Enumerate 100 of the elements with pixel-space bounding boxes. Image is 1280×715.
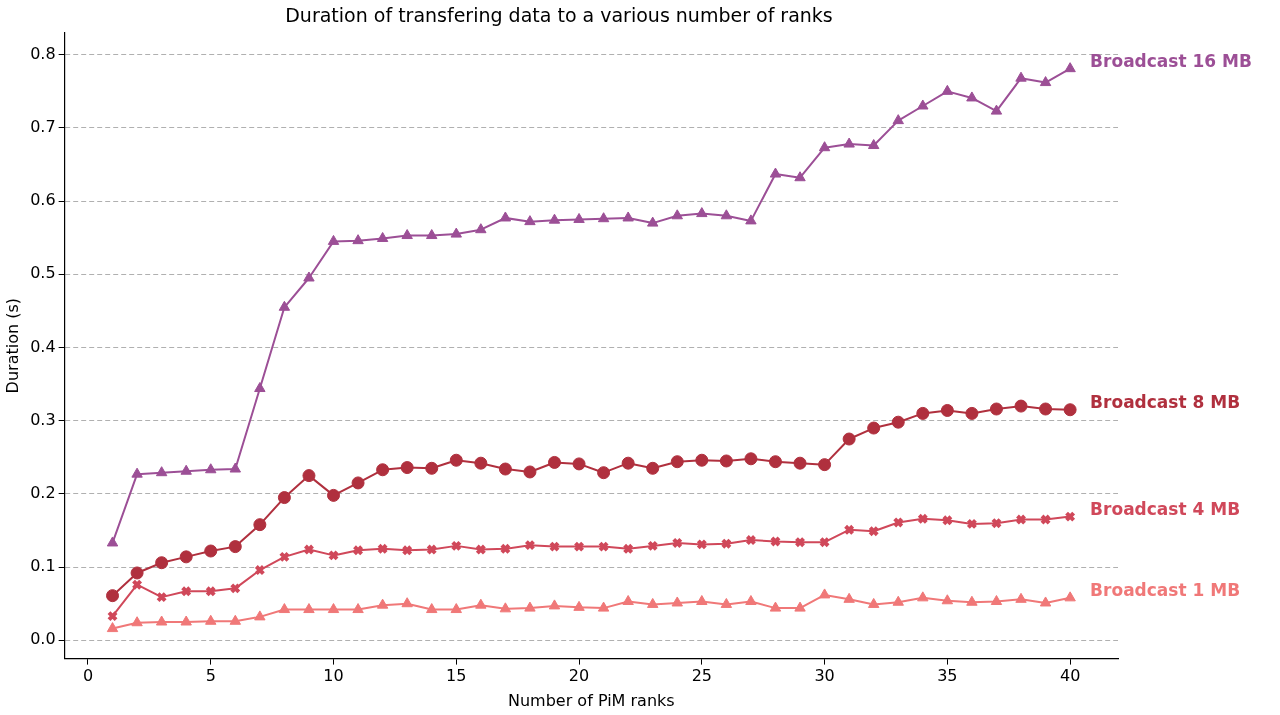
point [598,541,610,553]
point [524,539,536,551]
point [401,597,413,608]
y-tick-label: 0.3 [30,409,56,429]
point [401,544,413,556]
point [941,594,954,605]
point [352,234,364,245]
point [597,466,611,480]
point [180,615,192,626]
point [475,598,487,609]
point [843,137,855,148]
point [548,541,561,553]
point [376,231,389,242]
point [106,622,119,633]
point [917,591,929,602]
point [499,211,512,222]
point [327,234,340,245]
point [940,403,954,417]
point [622,595,634,606]
point [696,595,708,606]
point [745,595,757,606]
point [475,544,487,556]
point [180,585,192,597]
point [647,597,659,608]
point [965,406,979,420]
y-tick-label: 0.6 [30,190,56,210]
point [401,229,413,240]
point [548,213,561,224]
point [892,595,904,606]
point [229,614,241,625]
point [720,597,733,608]
point [131,467,143,478]
point [916,406,930,420]
y-tick-label: 0.0 [30,629,56,649]
x-tick-label: 25 [691,666,712,686]
point [892,114,904,125]
point [278,551,290,563]
point [622,543,634,555]
point [1015,592,1027,603]
y-axis-title: Duration (s) [2,298,22,394]
point [917,99,929,110]
point [572,457,586,471]
point [351,476,365,490]
point [376,598,389,609]
point [278,603,291,614]
point [303,271,315,282]
point [769,167,782,178]
point [745,214,757,225]
point [573,541,585,553]
point [131,579,143,591]
point [941,84,954,95]
point [769,601,782,612]
point [892,516,904,528]
point [327,488,341,502]
point [990,517,1002,529]
x-tick-label: 40 [1059,666,1081,686]
point [426,229,438,240]
point [475,223,487,234]
point [819,536,831,548]
x-tick-label: 5 [205,666,216,686]
series-label: Broadcast 8 MB [1090,392,1241,413]
point [917,513,929,525]
point [868,525,880,537]
point [1064,591,1076,602]
point [523,465,537,479]
point [1039,596,1052,607]
point [425,461,439,475]
point [794,601,806,612]
point [1014,399,1028,413]
point [622,211,634,222]
point [377,543,389,555]
point [253,518,267,532]
point [720,538,732,550]
x-axis-title: Number of PiM ranks [508,690,675,710]
point [426,544,438,556]
point [156,591,168,603]
point [597,212,610,223]
point [254,382,266,393]
point [842,432,856,446]
point [278,300,291,311]
series-label: Broadcast 16 MB [1090,51,1252,72]
point [621,456,635,470]
point [573,212,585,223]
point [106,589,120,603]
point [818,141,831,152]
point [793,456,807,470]
x-tick-label: 30 [814,666,835,686]
point [277,491,291,505]
point [180,464,192,475]
x-tick-label: 20 [568,666,590,686]
point [376,463,390,477]
point [1015,71,1027,82]
point [327,549,340,561]
point [1039,402,1053,416]
point [205,614,217,625]
point [106,610,119,622]
y-tick-label: 0.7 [30,117,56,137]
point [327,603,340,614]
point [671,596,683,607]
point [696,538,708,550]
